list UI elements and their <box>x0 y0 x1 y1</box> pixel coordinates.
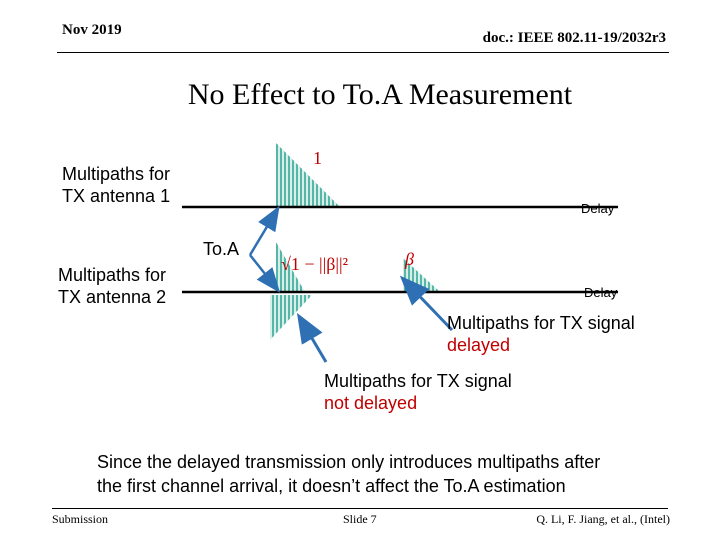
multipath-profile-tx1 <box>276 143 340 207</box>
callout-delayed: Multipaths for TX signal delayed <box>447 313 635 355</box>
toa-label: To.A <box>203 239 240 259</box>
callout-arrow-delayed <box>399 275 454 332</box>
multipath-profile-tx2-lower <box>270 295 312 340</box>
amplitude-beta: β <box>405 249 414 269</box>
toa-arrow-tx1 <box>248 205 280 256</box>
delay-label-1: Delay <box>581 201 615 216</box>
callout-arrow-not-delayed <box>296 312 328 363</box>
multipath-profile-tx2-upper <box>276 242 305 292</box>
label-tx-antenna-1: Multipaths for TX antenna 1 <box>62 164 171 206</box>
label-tx-antenna-2: Multipaths for TX antenna 2 <box>58 265 167 307</box>
footer-authors: Q. Li, F. Jiang, et al., (Intel) <box>536 512 670 526</box>
toa-arrow-tx2 <box>249 254 281 293</box>
amplitude-sqrt: √1 − ||β||² <box>281 254 348 274</box>
header-date: Nov 2019 <box>62 22 122 38</box>
header-doc-id: doc.: IEEE 802.11-19/2032r3 <box>482 30 666 46</box>
callout-not-delayed: Multipaths for TX signal not delayed <box>324 371 512 413</box>
header-rule <box>57 52 669 53</box>
amplitude-one: 1 <box>313 148 322 168</box>
footer-rule <box>52 508 668 509</box>
footer-slide-number: Slide 7 <box>343 512 377 526</box>
slide-title: No Effect to To.A Measurement <box>187 78 573 111</box>
delay-label-2: Delay <box>584 285 618 300</box>
footer-submission: Submission <box>52 512 109 526</box>
summary-text: Since the delayed transmission only intr… <box>97 452 601 496</box>
